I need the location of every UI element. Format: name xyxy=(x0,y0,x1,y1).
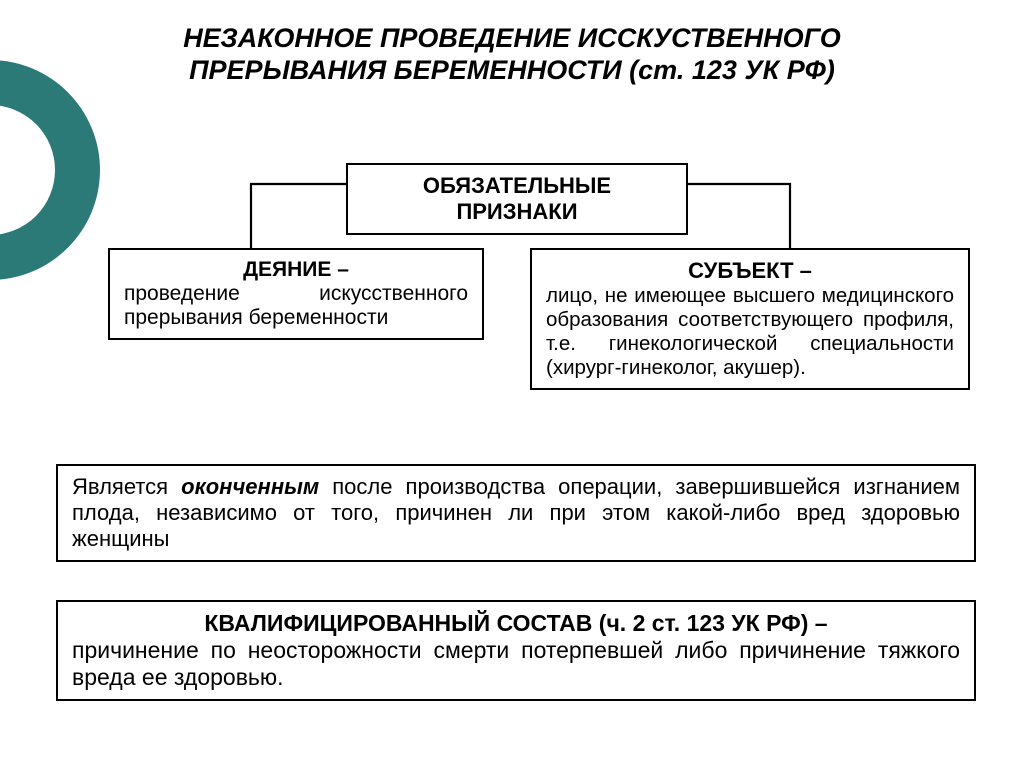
completed-prefix: Является xyxy=(72,474,181,499)
subject-heading: СУБЪЕКТ – xyxy=(546,258,954,284)
qualified-box: КВАЛИФИЦИРОВАННЫЙ СОСТАВ (ч. 2 ст. 123 У… xyxy=(56,600,976,701)
mandatory-box: ОБЯЗАТЕЛЬНЫЕ ПРИЗНАКИ xyxy=(346,163,688,235)
completed-em: оконченным xyxy=(181,474,319,499)
slide-number: 29 xyxy=(0,152,49,202)
subject-body: лицо, не имеющее высшего медицинского об… xyxy=(546,284,954,380)
act-body: проведение искусственного прерывания бер… xyxy=(124,282,468,330)
slide-title: НЕЗАКОННОЕ ПРОВЕДЕНИЕ ИССКУСТВЕННОГО ПРЕ… xyxy=(102,0,922,87)
qualified-heading: КВАЛИФИЦИРОВАННЫЙ СОСТАВ (ч. 2 ст. 123 У… xyxy=(72,610,960,637)
act-heading: ДЕЯНИЕ – xyxy=(124,258,468,282)
completed-body: Является оконченным после производства о… xyxy=(72,474,960,552)
subject-box: СУБЪЕКТ – лицо, не имеющее высшего медиц… xyxy=(530,248,970,390)
completed-box: Является оконченным после производства о… xyxy=(56,464,976,562)
act-box: ДЕЯНИЕ – проведение искусственного преры… xyxy=(108,248,484,340)
mandatory-label: ОБЯЗАТЕЛЬНЫЕ ПРИЗНАКИ xyxy=(423,173,611,224)
qualified-body: причинение по неосторожности смерти поте… xyxy=(72,637,960,691)
